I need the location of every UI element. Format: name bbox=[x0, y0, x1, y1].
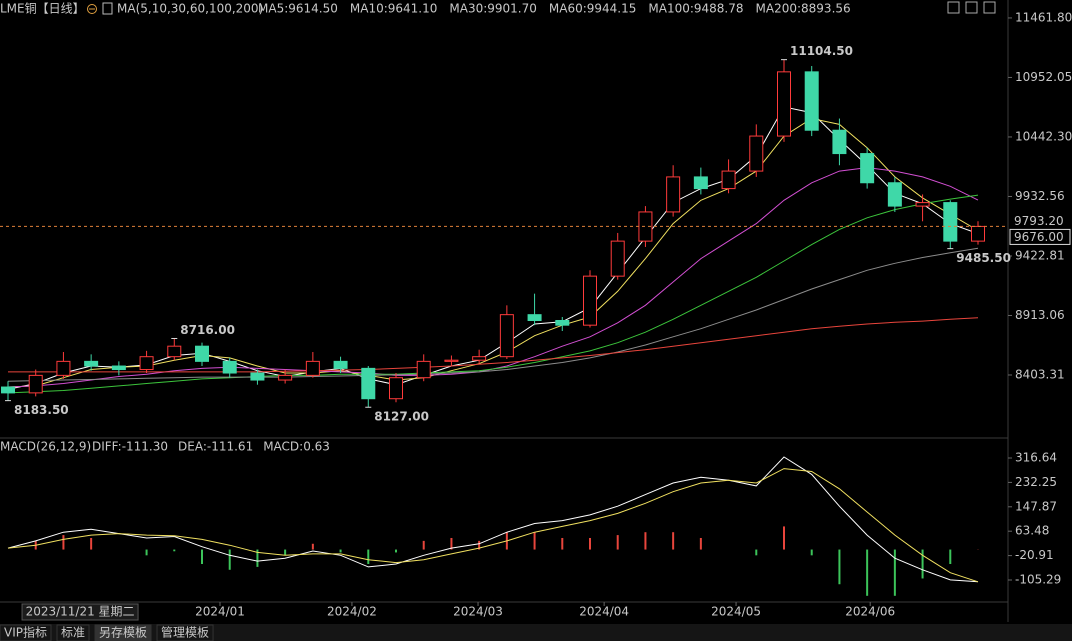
candle-body bbox=[444, 359, 459, 362]
candle-body bbox=[721, 170, 736, 190]
y-tick-label: 10442.30 bbox=[1015, 129, 1072, 143]
candle-body bbox=[361, 367, 376, 400]
annotation: 8183.50 bbox=[14, 403, 69, 417]
candle-body bbox=[56, 360, 71, 376]
candle-body bbox=[915, 202, 930, 207]
candle-body bbox=[416, 360, 431, 379]
legend-entry: MA30:9901.70 bbox=[449, 2, 537, 16]
y-tick-label: 10952.05 bbox=[1015, 70, 1072, 84]
candle-body bbox=[777, 71, 791, 137]
settings-icon[interactable] bbox=[87, 4, 97, 14]
x-tick-label: 2024/06 bbox=[845, 605, 895, 619]
macd-line bbox=[7, 468, 979, 583]
candle-body bbox=[610, 240, 625, 277]
candle-body bbox=[887, 182, 902, 207]
macd-y-tick-label: 232.25 bbox=[1015, 475, 1057, 489]
candle-body bbox=[250, 372, 265, 381]
y-tick-label: 8913.06 bbox=[1015, 308, 1065, 322]
ma-line bbox=[7, 194, 979, 394]
legend-entry: MA100:9488.78 bbox=[648, 2, 743, 16]
candle-body bbox=[832, 129, 847, 155]
candle-body bbox=[749, 135, 764, 172]
candle-body bbox=[583, 275, 597, 326]
candle-body bbox=[804, 71, 819, 131]
window-button[interactable] bbox=[965, 1, 978, 14]
x-tick-label: 2024/02 bbox=[327, 605, 377, 619]
x-tick-label: 2024/03 bbox=[453, 605, 503, 619]
candle-body bbox=[305, 360, 320, 376]
legend-entry: MA5:9614.50 bbox=[258, 2, 338, 16]
macd-legend: DEA:-111.61 bbox=[178, 440, 253, 454]
indicator-icon[interactable] bbox=[102, 2, 113, 15]
ma-label: MA(5,10,30,60,100,200) bbox=[117, 2, 263, 16]
candle-body bbox=[84, 360, 99, 367]
macd-y-tick-label: 63.48 bbox=[1015, 524, 1049, 538]
candle-body bbox=[278, 374, 293, 381]
candle-body bbox=[860, 153, 875, 184]
macd-legend: DIFF:-111.30 bbox=[92, 440, 168, 454]
candle-body bbox=[195, 345, 209, 362]
macd-y-tick-label: -20.91 bbox=[1015, 548, 1054, 562]
y-tick-label: 9932.56 bbox=[1015, 189, 1065, 203]
toolbar-tab-bg[interactable] bbox=[156, 624, 214, 641]
toolbar-tab[interactable]: 标准 bbox=[61, 626, 85, 640]
y-tick-label: 8403.31 bbox=[1015, 367, 1065, 381]
y-tick-label: 9422.81 bbox=[1015, 248, 1065, 262]
legend-entry: MA10:9641.10 bbox=[350, 2, 438, 16]
candle-body bbox=[472, 356, 487, 361]
toolbar-tab-bg[interactable] bbox=[0, 624, 52, 641]
chart-title: LME铜【日线】 bbox=[0, 1, 85, 16]
cursor-date: 2023/11/21 星期二 bbox=[26, 605, 135, 619]
toolbar-tab-bg[interactable] bbox=[94, 624, 152, 641]
candle-body bbox=[499, 314, 514, 358]
x-tick-label: 2024/04 bbox=[579, 605, 629, 619]
legend-entry: MA60:9944.15 bbox=[549, 2, 637, 16]
candle-body bbox=[222, 360, 237, 374]
ma-line bbox=[8, 317, 979, 373]
toolbar-tab[interactable]: VIP指标 bbox=[4, 625, 47, 640]
legend-entry: MA200:8893.56 bbox=[756, 2, 851, 16]
candle-body bbox=[1, 386, 15, 394]
macd-y-tick-label: 316.64 bbox=[1015, 450, 1057, 464]
candle-body bbox=[333, 360, 348, 369]
y-tick-label: 11461.80 bbox=[1015, 10, 1072, 24]
candle-body bbox=[693, 176, 708, 190]
x-tick-label: 2024/05 bbox=[711, 605, 761, 619]
price-tag: 9793.20 bbox=[1014, 214, 1064, 228]
x-tick-label: 2024/01 bbox=[195, 605, 245, 619]
candle-body bbox=[527, 314, 542, 322]
macd-title: MACD(26,12,9) bbox=[0, 440, 91, 454]
candle-body bbox=[943, 202, 958, 242]
price-tag-box bbox=[1009, 228, 1071, 245]
candle-body bbox=[167, 345, 182, 358]
macd-y-tick-label: -105.29 bbox=[1015, 572, 1061, 586]
toolbar-tab[interactable]: 管理模板 bbox=[161, 625, 209, 640]
annotation: 11104.50 bbox=[790, 44, 853, 58]
candle-body bbox=[139, 356, 154, 371]
window-button[interactable] bbox=[947, 1, 960, 14]
cursor-date-box bbox=[21, 603, 139, 621]
candle-body bbox=[111, 365, 126, 371]
price-tag: 9676.00 bbox=[1014, 230, 1064, 244]
toolbar bbox=[0, 624, 1072, 641]
macd-y-tick-label: 147.87 bbox=[1015, 499, 1057, 513]
window-button[interactable] bbox=[983, 1, 996, 14]
toolbar-tab[interactable]: 另存模板 bbox=[99, 626, 147, 640]
candle-body bbox=[971, 225, 985, 242]
candle-body bbox=[28, 374, 43, 394]
candle-body bbox=[389, 377, 403, 400]
macd-legend: MACD:0.63 bbox=[263, 440, 330, 454]
ma-line bbox=[7, 247, 979, 382]
macd-line bbox=[7, 456, 979, 583]
annotation: 8127.00 bbox=[374, 410, 429, 424]
candle-body bbox=[555, 320, 570, 326]
candle-body bbox=[666, 176, 681, 213]
annotation: 8716.00 bbox=[180, 323, 235, 337]
annotation: 9485.50 bbox=[956, 251, 1011, 265]
toolbar-tab-bg[interactable] bbox=[56, 624, 90, 641]
